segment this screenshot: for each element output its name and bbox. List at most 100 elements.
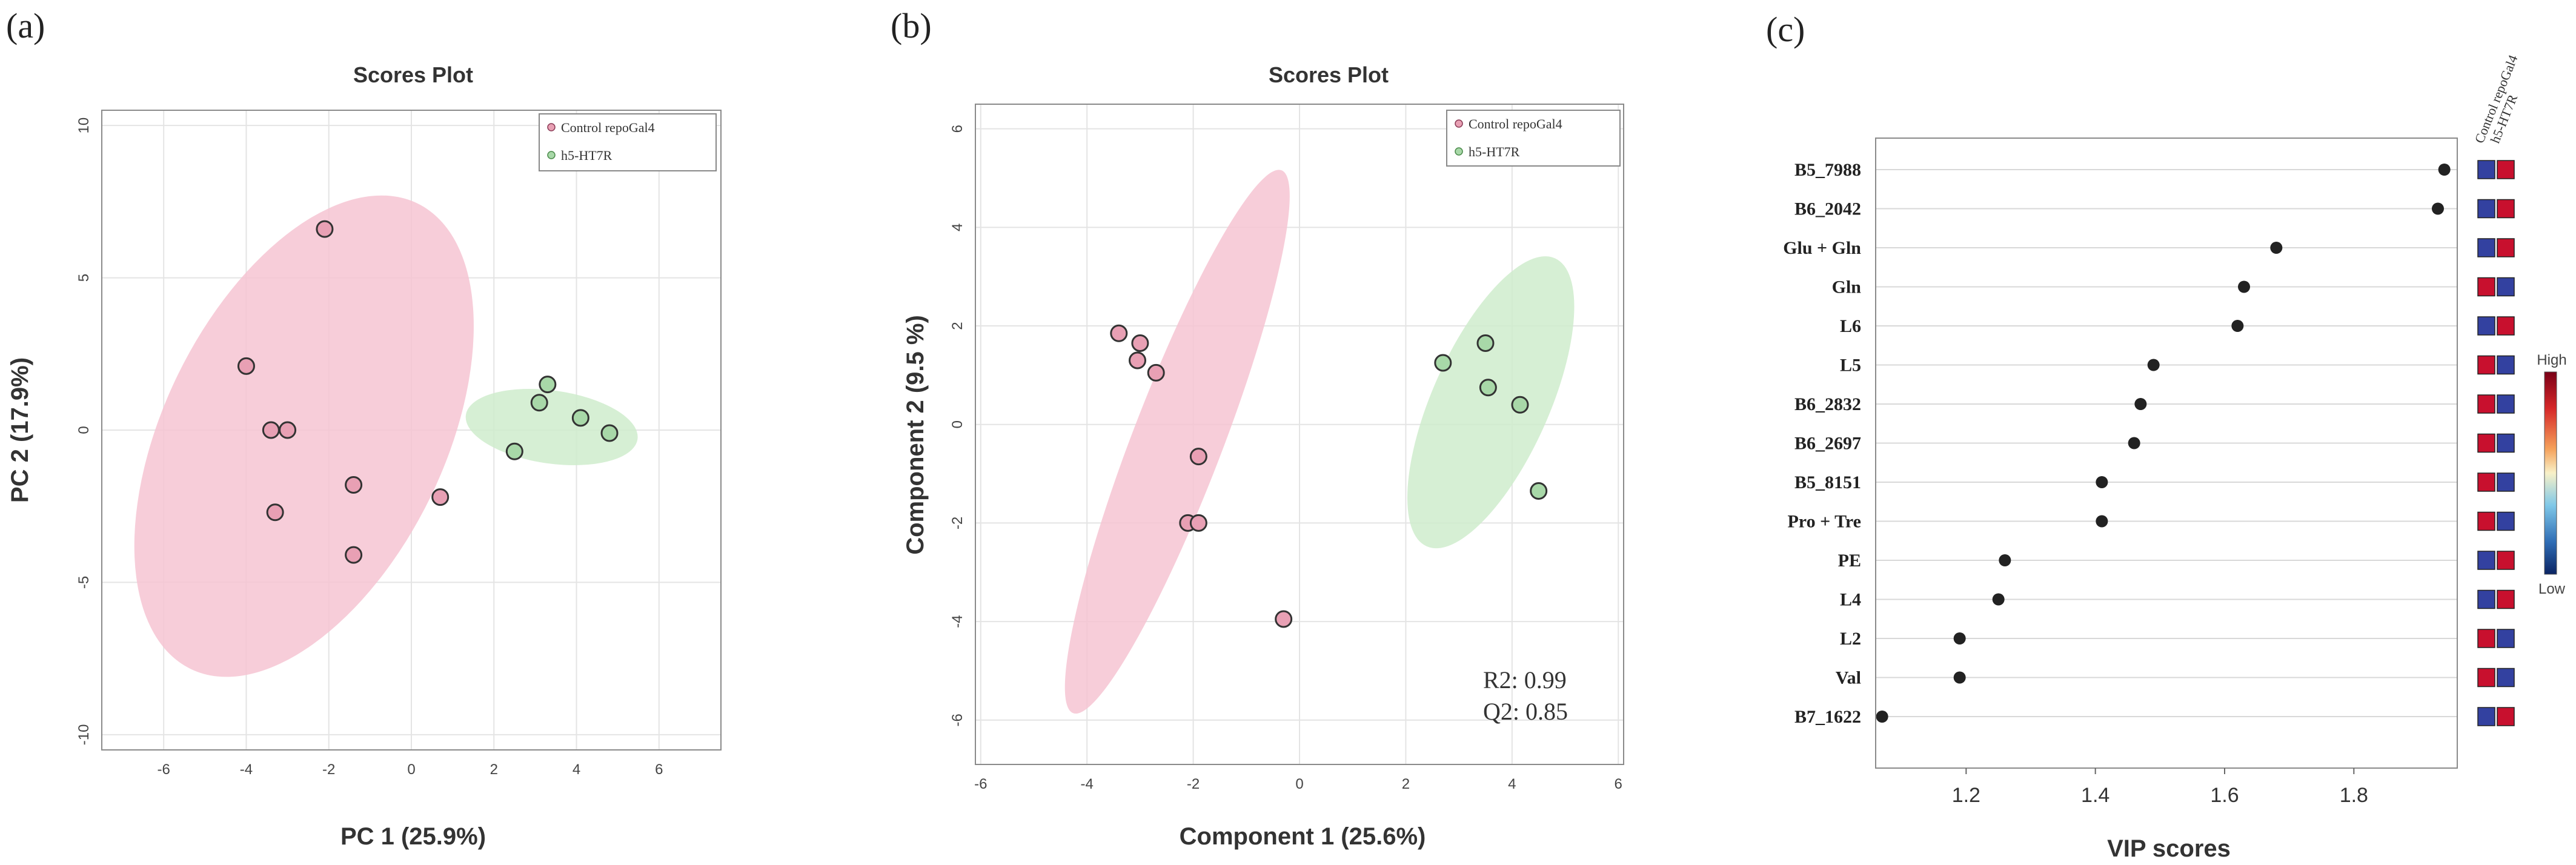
heatmap-cell <box>2477 551 2495 570</box>
heatmap-cell <box>2497 394 2515 414</box>
confidence-ellipse-ht7r <box>1407 256 1575 549</box>
heatmap-cell <box>2497 238 2515 257</box>
y-tick-label: -10 <box>76 724 92 746</box>
y-tick-label: 0 <box>76 426 92 434</box>
y-tick-label: -2 <box>949 517 966 529</box>
heatmap-cell <box>2477 160 2495 179</box>
vip-score-dot <box>2231 320 2244 332</box>
heatmap-cell <box>2477 589 2495 609</box>
heatmap-cell <box>2497 277 2515 297</box>
heatmap-cell <box>2497 355 2515 375</box>
plot-c-x-ticks: 1.2 1.4 1.6 1.8 <box>1952 768 2368 807</box>
plot-a-legend: Control repoGal4 h5-HT7R <box>539 113 717 171</box>
data-point-control <box>1189 514 1207 532</box>
x-tick-label: 6 <box>655 761 663 778</box>
x-tick-label: 4 <box>1508 776 1516 792</box>
data-point-ht7r <box>1511 396 1529 414</box>
heatmap-cell <box>2477 629 2495 648</box>
plot-a-y-ticks: -10 -5 0 5 10 <box>76 118 92 745</box>
feature-label: L2 <box>1840 629 1861 649</box>
data-point-ht7r <box>539 376 557 394</box>
data-point-control <box>1129 351 1146 370</box>
feature-label: Pro + Tre <box>1787 512 1861 532</box>
colorbar-low-label: Low <box>2538 581 2566 597</box>
data-point-control <box>266 503 284 522</box>
heatmap-cell <box>2497 160 2515 179</box>
vip-score-dot <box>1876 711 1888 723</box>
x-tick-label: 1.2 <box>1952 784 1980 807</box>
plot-c-grid <box>1876 169 2457 717</box>
vip-score-dot <box>2134 398 2147 410</box>
data-point-control <box>237 357 255 375</box>
vip-heatmap <box>2477 160 2515 726</box>
plot-a-points <box>237 220 619 564</box>
plot-b-y-label: Component 2 (9.5 %) <box>902 315 929 555</box>
plot-a-legend-box <box>539 113 717 171</box>
vip-score-dot <box>2096 476 2108 488</box>
data-point-ht7r <box>1530 482 1548 500</box>
plot-a-ellipses <box>134 195 638 677</box>
legend-marker-ht7r <box>547 151 556 159</box>
data-point-ht7r <box>1476 334 1495 353</box>
y-tick-label: 0 <box>949 420 966 428</box>
x-tick-label: 2 <box>1402 776 1410 792</box>
plot-b-title: Scores Plot <box>1269 62 1389 87</box>
vip-score-dot <box>1992 593 2005 606</box>
plot-b-legend-box <box>1446 110 1621 167</box>
legend-label-control: Control repoGal4 <box>1469 116 1562 131</box>
data-point-control <box>1275 610 1293 628</box>
colorbar-high-label: High <box>2537 352 2566 368</box>
heatmap-cell <box>2477 238 2495 257</box>
data-point-ht7r <box>1479 379 1497 397</box>
plot-a-y-label: PC 2 (17.9%) <box>7 357 33 503</box>
heatmap-cell <box>2477 472 2495 492</box>
vip-score-dot <box>2238 280 2250 293</box>
x-tick-label: 1.8 <box>2340 784 2368 807</box>
y-tick-label: 4 <box>949 224 966 231</box>
feature-label: PE <box>1838 551 1861 571</box>
legend-marker-ht7r <box>1455 147 1463 156</box>
x-tick-label: -4 <box>240 761 253 778</box>
x-tick-label: -2 <box>322 761 335 778</box>
data-point-control <box>1110 324 1128 342</box>
heatmap-cell <box>2497 589 2515 609</box>
legend-label-ht7r: h5-HT7R <box>561 148 612 163</box>
data-point-control <box>1189 448 1207 466</box>
data-point-ht7r <box>530 394 548 412</box>
vip-score-dot <box>2270 242 2283 254</box>
data-point-ht7r <box>571 409 589 427</box>
plot-c-x-label: VIP scores <box>2107 835 2231 862</box>
data-point-ht7r <box>600 424 619 442</box>
feature-label: Glu + Gln <box>1783 238 1861 258</box>
y-tick-label: 5 <box>76 274 92 282</box>
heatmap-cell <box>2477 316 2495 336</box>
data-point-ht7r <box>505 442 523 460</box>
heatmap-cell <box>2477 394 2495 414</box>
vip-score-dot <box>2096 515 2108 528</box>
heatmap-cell <box>2497 472 2515 492</box>
scores-plot-pca: Scores Plot -6 -4 -2 0 2 4 6 -10 -5 0 5 10 Control… <box>7 62 722 850</box>
plot-c-lollipops <box>1876 164 2451 723</box>
feature-label: B6_2042 <box>1794 199 1861 219</box>
plot-b-ellipses <box>1064 170 1575 714</box>
x-tick-label: -2 <box>1187 776 1200 792</box>
plot-b-x-ticks: -6 -4 -2 0 2 4 6 <box>974 776 1622 792</box>
vip-score-dot <box>1953 632 1966 645</box>
x-tick-label: 0 <box>407 761 415 778</box>
plot-b-y-ticks: -6 -4 -2 0 2 4 6 <box>949 125 966 726</box>
heatmap-cell <box>2477 668 2495 688</box>
feature-label: Gln <box>1832 277 1862 297</box>
heatmap-cell <box>2497 551 2515 570</box>
data-point-control <box>1131 334 1149 353</box>
x-tick-label: 0 <box>1295 776 1303 792</box>
y-tick-label: -5 <box>76 576 92 589</box>
vip-score-dot <box>2432 202 2444 215</box>
plot-a-x-label: PC 1 (25.9%) <box>340 823 486 850</box>
data-point-control <box>279 421 297 439</box>
data-point-control <box>431 488 450 506</box>
plot-b-frame <box>975 104 1624 765</box>
vip-score-dot <box>2147 359 2160 371</box>
data-point-control <box>345 476 363 494</box>
panel-label-b: (b) <box>891 6 932 45</box>
